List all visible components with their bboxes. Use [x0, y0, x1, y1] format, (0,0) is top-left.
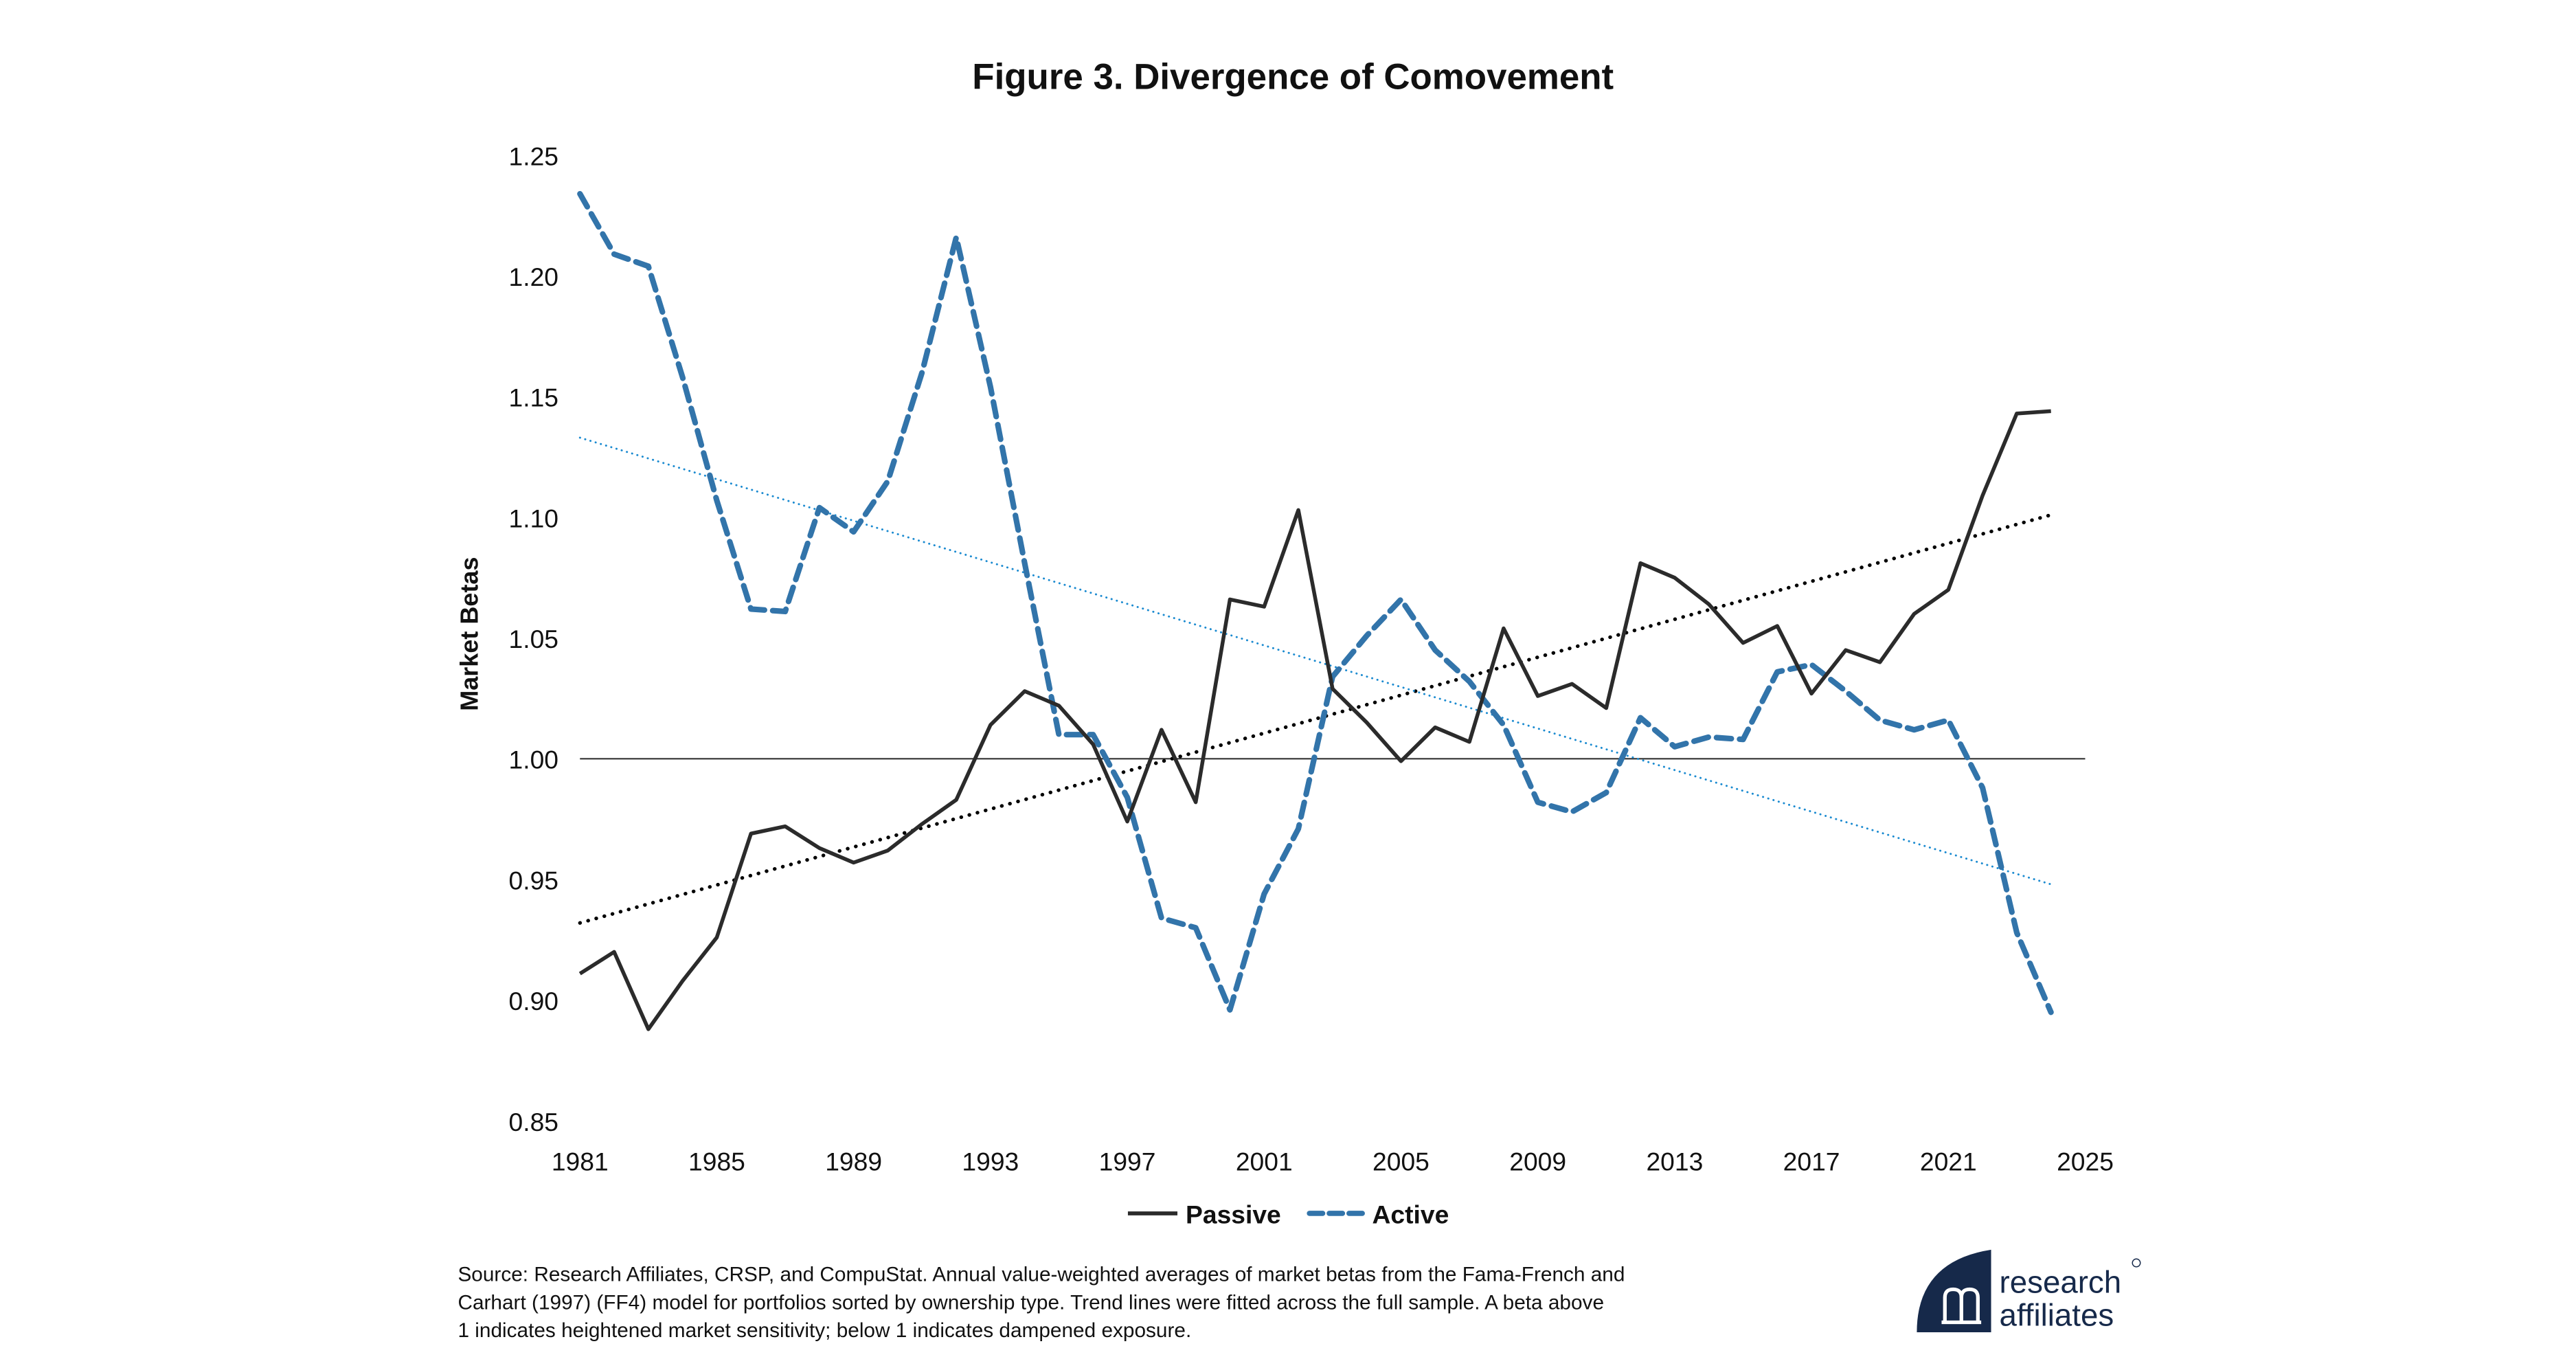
legend-active-label: Active [1372, 1200, 1449, 1229]
active-trend-line [578, 436, 2053, 886]
x-tick-label: 1997 [1099, 1147, 1156, 1176]
x-tick-label: 2021 [1920, 1147, 1977, 1176]
logo-text-line2: affiliates [2000, 1297, 2114, 1332]
x-tick-label: 2017 [1783, 1147, 1840, 1176]
x-tick-labels: 1981 1985 1989 1993 1997 2001 2005 2009 2013 2017… [552, 1147, 2114, 1176]
source-line-1: Source: Research Affiliates, CRSP, and C… [457, 1263, 1625, 1286]
x-tick-label: 2025 [2057, 1147, 2114, 1176]
legend-passive-label: Passive [1186, 1200, 1281, 1229]
y-tick-label: 1.10 [509, 504, 558, 532]
x-tick-label: 1989 [825, 1147, 882, 1176]
logo-monogram-icon [1941, 1287, 1982, 1325]
y-tick-label: 1.20 [509, 262, 558, 291]
y-axis-label: Market Betas [455, 557, 483, 710]
legend: Passive Active [1127, 1200, 1449, 1229]
y-tick-label: 1.25 [509, 142, 558, 170]
y-tick-label: 0.95 [509, 866, 558, 895]
chart-title: Figure 3. Divergence of Comovement [972, 57, 1614, 98]
research-affiliates-logo: research affiliates [1917, 1249, 2141, 1332]
source-note: Source: Research Affiliates, CRSP, and C… [457, 1263, 1625, 1342]
y-tick-label: 0.85 [509, 1108, 558, 1136]
x-tick-label: 2001 [1236, 1147, 1293, 1176]
x-tick-label: 2009 [1509, 1147, 1566, 1176]
passive-series-line [578, 409, 2051, 1031]
passive-trend-line [578, 513, 2053, 925]
source-line-3: 1 indicates heightened market sensitivit… [457, 1319, 1191, 1342]
y-tick-label: 1.05 [509, 625, 558, 653]
y-tick-label: 0.90 [509, 987, 558, 1016]
y-tick-label: 1.00 [509, 745, 558, 774]
x-tick-label: 2013 [1646, 1147, 1703, 1176]
logo-text-line1: research [2000, 1264, 2122, 1299]
y-tick-label: 1.15 [509, 383, 558, 412]
x-tick-label: 1985 [688, 1147, 745, 1176]
source-line-2: Carhart (1997) (FF4) model for portfolio… [457, 1291, 1604, 1314]
registered-mark-icon [2132, 1258, 2141, 1268]
x-tick-label: 1981 [552, 1147, 609, 1176]
plot-area [577, 190, 2054, 1031]
y-tick-labels: 0.85 0.90 0.95 1.00 1.05 1.10 1.15 1.20 1.25 [509, 142, 558, 1136]
active-series-line [577, 190, 2054, 1016]
x-tick-label: 2005 [1372, 1147, 1430, 1176]
x-tick-label: 1993 [962, 1147, 1019, 1176]
